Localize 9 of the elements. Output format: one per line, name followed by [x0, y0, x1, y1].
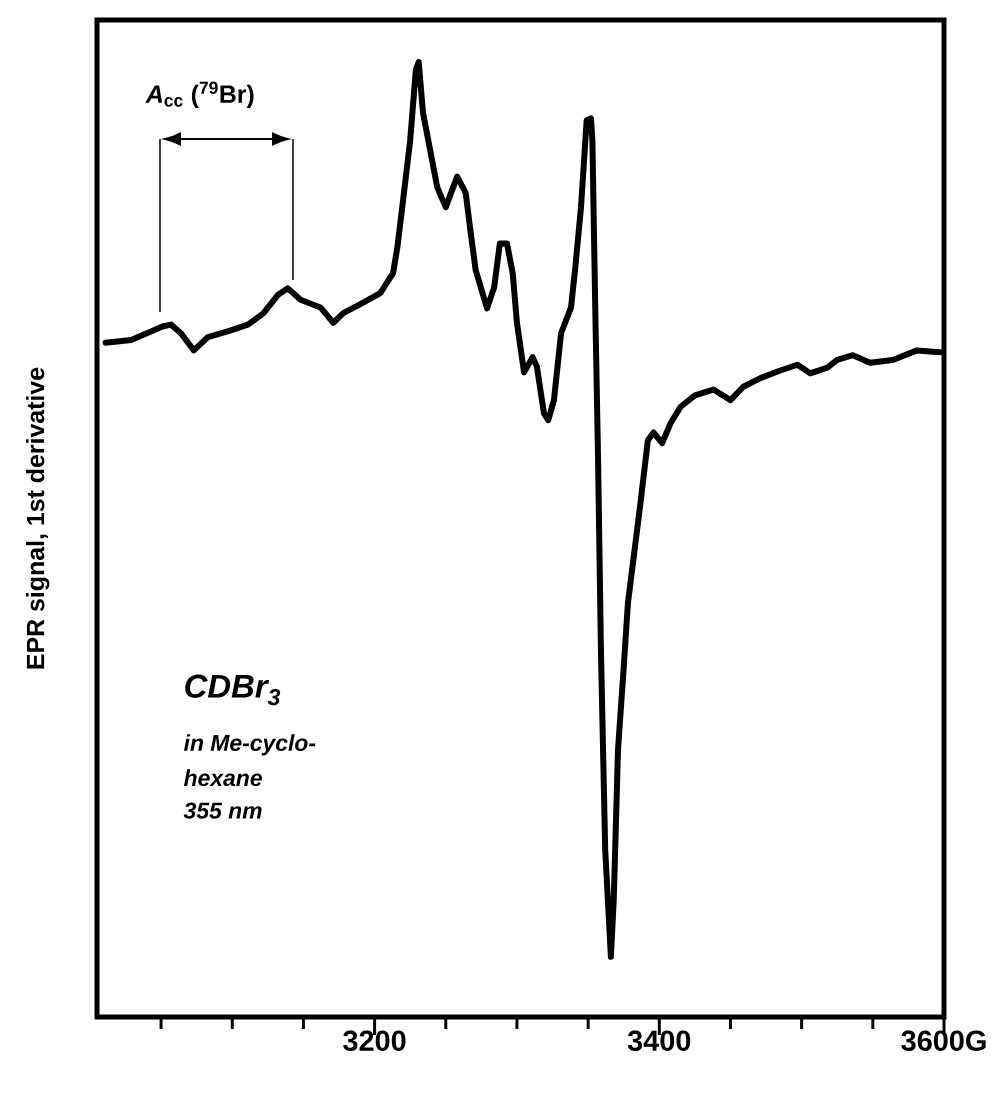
annotation: A$_{cc}$ ($^{79}$Br): [145, 81, 254, 108]
x-tick-label: 3600G: [901, 1030, 986, 1052]
x-tick-label: 3400: [627, 1030, 691, 1052]
annotation: 355 nm: [183, 802, 262, 819]
y-axis-title: EPR signal, 1st derivative: [26, 367, 50, 669]
annotation: in Me-cyclo-: [183, 734, 316, 756]
x-tick-label: 3200: [343, 1030, 406, 1052]
annotation: hexane: [183, 769, 262, 787]
annotation: CDBr$_{3}$: [185, 674, 281, 706]
